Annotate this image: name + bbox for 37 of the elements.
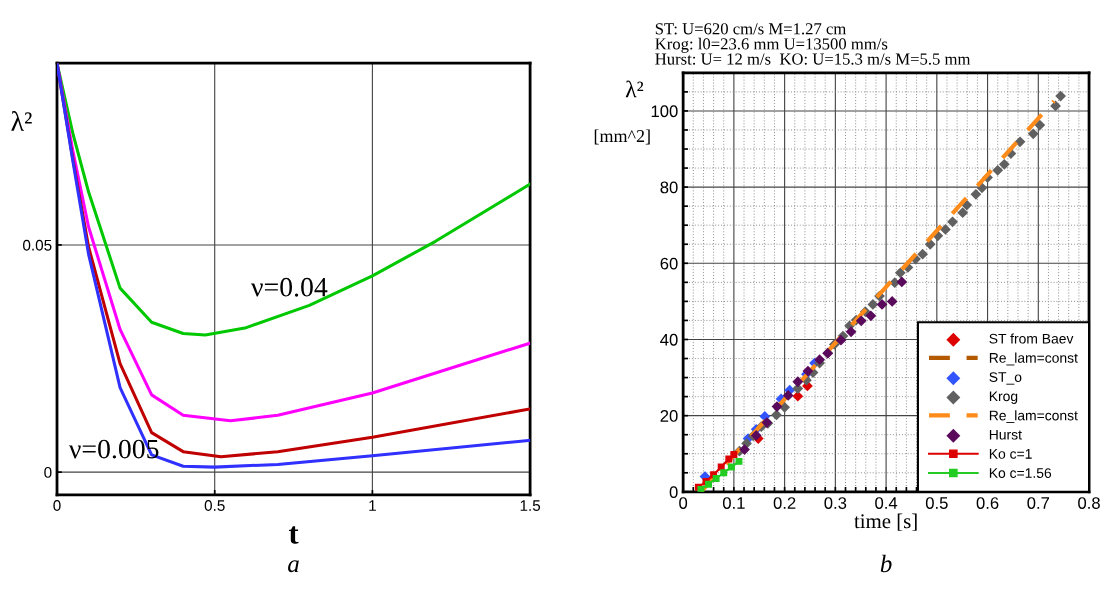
x-tick-label: 1.5 [520, 500, 541, 511]
x-tick-label: 0 [53, 500, 61, 511]
x-tick-label: 1 [369, 500, 376, 511]
legend-label: Ko c=1 [989, 449, 1032, 459]
x-axis-title: t [288, 526, 299, 544]
x-axis-title: time [s] [854, 513, 917, 531]
legend-label: ST_o [989, 372, 1022, 385]
legend-label: Krog [989, 391, 1018, 404]
annotation: ν=0.04 [251, 277, 328, 297]
y-tick-label: 20 [660, 410, 678, 422]
y-tick-label: 0 [669, 486, 678, 499]
x-tick-label: 0.7 [1027, 497, 1050, 509]
text: a [288, 560, 299, 573]
x-tick-label: 0 [679, 497, 688, 509]
legend-label: Re_lam=const [989, 410, 1078, 424]
x-tick-label: 0.2 [773, 497, 796, 509]
x-tick-label: 0.8 [1078, 497, 1100, 509]
legend-label: Ko c=1.56 [989, 468, 1052, 478]
x-tick-label: 0.1 [722, 497, 745, 509]
x-tick-label: 0.3 [824, 497, 847, 509]
legend-label: ST from Baev [989, 333, 1074, 344]
y-tick-label: 40 [660, 333, 678, 346]
y-tick-label: 80 [660, 181, 678, 194]
x-tick-label: 0.4 [875, 497, 898, 509]
legend-label: Hurst [989, 429, 1022, 440]
x-tick-label: 0.6 [976, 497, 999, 509]
y-axis-title: λ² [625, 80, 644, 98]
text: b [880, 554, 892, 573]
chart-title: ST: U=620 cm/s M=1.27 cm Krog: l0=23.6 mm U=13500 mm/s Hurst: U= 12 m/s KO: U=15.3 m/s M=5.5 mm [655, 23, 971, 65]
x-tick-label: 0.5 [925, 497, 948, 509]
y-tick-label: 100 [651, 105, 678, 118]
y-tick-label: 0.05 [23, 239, 52, 251]
legend-label: Re_lam=const [989, 352, 1078, 366]
x-tick-label: 0.5 [204, 500, 225, 511]
y-tick-label: 60 [660, 257, 678, 270]
text: [mm^2] [594, 129, 650, 145]
y-axis-title: λ² [11, 111, 32, 131]
